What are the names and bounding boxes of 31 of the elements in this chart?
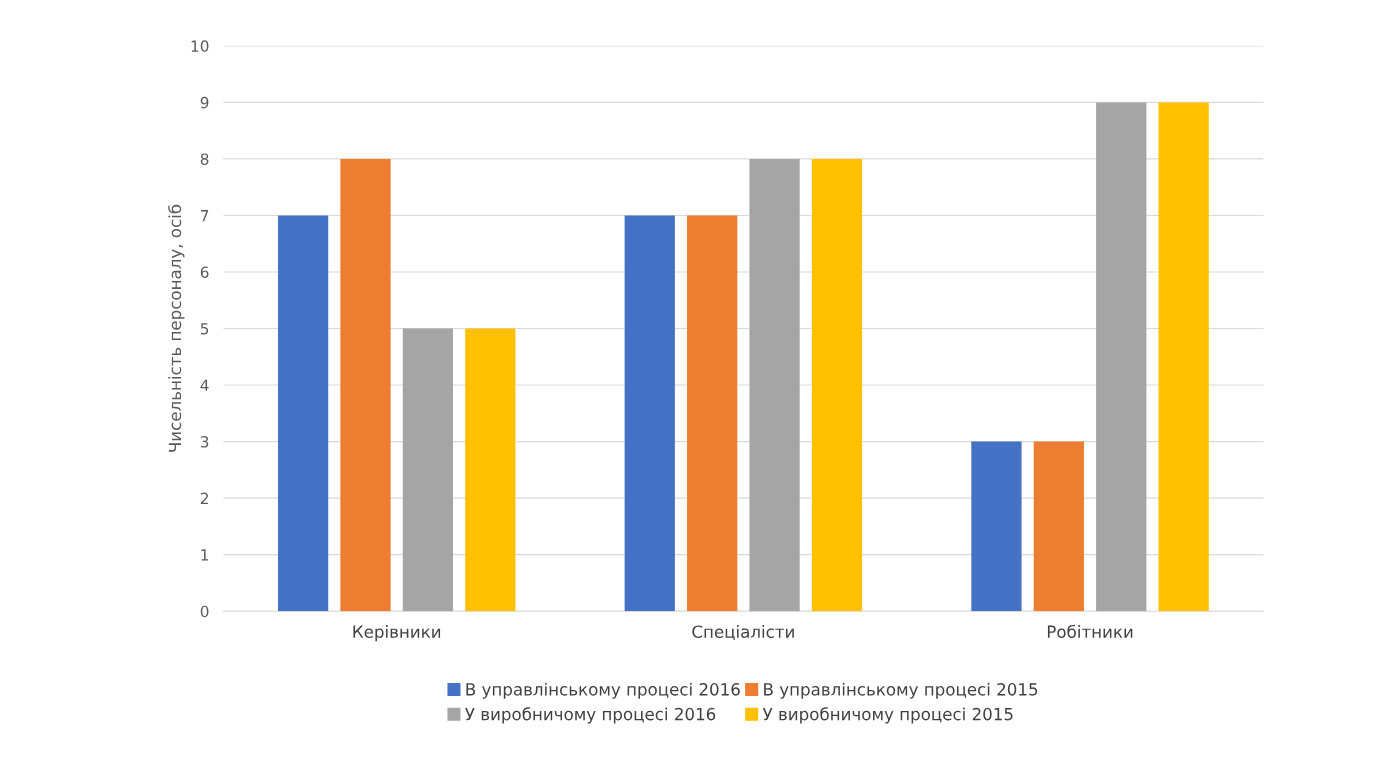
bar [687,215,738,612]
legend-label: В управлінському процесі 2016 [466,682,740,699]
bar [971,441,1022,612]
x-tick-label: Спеціалісти [692,625,794,641]
y-tick-label: 9 [200,96,209,109]
bar [277,215,329,612]
y-tick-label: 4 [200,379,209,391]
bar [749,158,800,612]
legend-label: У виробничому процесі 2015 [762,707,1013,724]
bar [811,158,863,612]
y-tick-label: 0 [200,605,209,618]
y-tick-label: 2 [200,492,208,504]
y-tick-label: 7 [201,210,209,222]
y-tick-label: 3 [200,436,209,448]
x-tick-label: Робітники [1047,624,1133,638]
bar [1033,441,1084,612]
y-axis-title: Чисельність персоналу, осіб [168,204,185,452]
bar [1158,102,1209,612]
bar [1096,102,1147,612]
bar [465,328,516,612]
legend-label: В управлінському процесі 2015 [764,682,1038,699]
legend-label: У виробничому процесі 2016 [465,707,716,724]
bar [402,328,454,612]
x-tick-label: Керівники [353,625,441,642]
bar [624,215,675,612]
y-tick-label: 8 [200,153,209,165]
y-tick-label: 6 [200,266,209,279]
y-tick-label: 1 [201,549,209,561]
y-tick-label: 5 [200,323,209,335]
bar [340,158,391,612]
y-tick-label: 10 [191,40,209,52]
